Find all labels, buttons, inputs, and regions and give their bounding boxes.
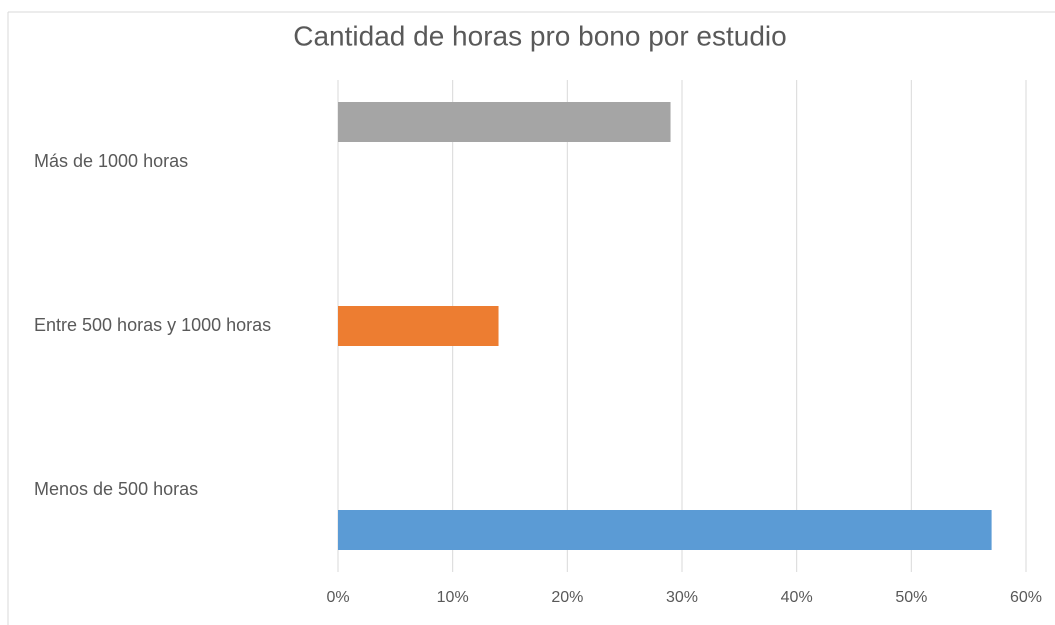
y-tick-label: Más de 1000 horas: [34, 151, 188, 171]
y-tick-label: Menos de 500 horas: [34, 479, 198, 499]
y-tick-label: Entre 500 horas y 1000 horas: [34, 315, 271, 335]
x-tick-label: 20%: [551, 589, 583, 606]
x-tick-label: 50%: [895, 589, 927, 606]
bar: [338, 510, 992, 550]
bar: [338, 102, 671, 142]
x-tick-label: 0%: [326, 589, 349, 606]
bar: [338, 306, 499, 346]
x-tick-label: 40%: [781, 589, 813, 606]
x-tick-label: 60%: [1010, 589, 1042, 606]
chart-title: Cantidad de horas pro bono por estudio: [293, 20, 786, 51]
x-tick-label: 30%: [666, 589, 698, 606]
x-tick-label: 10%: [437, 589, 469, 606]
